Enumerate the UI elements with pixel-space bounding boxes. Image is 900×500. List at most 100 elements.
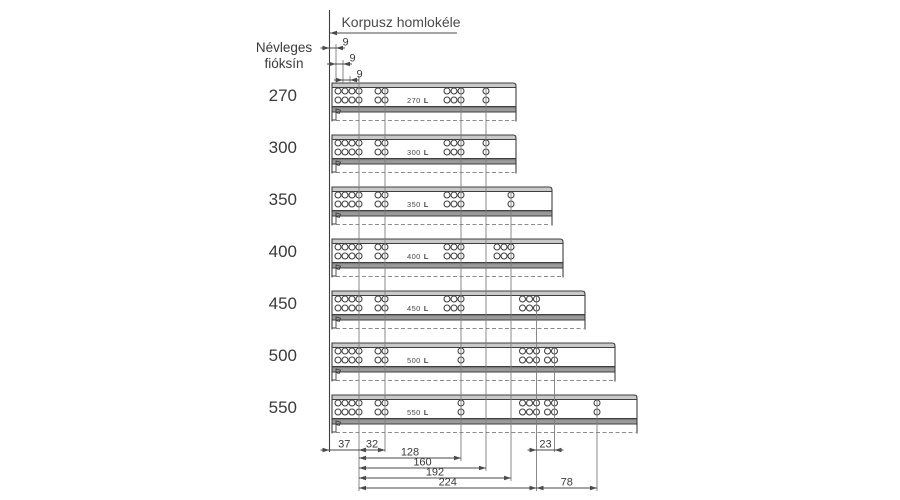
- mounting-hole: [543, 408, 552, 416]
- dimension-arrowhead: [529, 447, 537, 453]
- slide-row-450: 450 L 450: [269, 290, 586, 330]
- size-label-400: 400: [269, 242, 297, 261]
- mounting-hole: [374, 408, 382, 416]
- nominal-slide-label-line2: fióksín: [264, 56, 303, 71]
- mounting-hole: [334, 200, 342, 208]
- slide-row-350: 350 L 350: [269, 186, 553, 226]
- slide-outline: [331, 238, 564, 278]
- mounting-hole: [443, 252, 451, 260]
- mounting-hole: [518, 295, 527, 303]
- slide-row-300: 300 L 300: [269, 134, 517, 174]
- mounting-hole: [443, 139, 451, 147]
- mounting-hole: [341, 87, 349, 95]
- mounting-hole: [348, 252, 356, 260]
- slide-top-rail-band: [332, 343, 615, 348]
- mounting-hole: [543, 399, 552, 407]
- mounting-hole: [341, 148, 349, 156]
- mounting-hole: [341, 200, 349, 208]
- mounting-hole: [341, 139, 349, 147]
- slide-mark-text: 400 L: [407, 252, 429, 261]
- size-label-450: 450: [269, 294, 297, 313]
- dimension-9-343: 9: [334, 69, 363, 83]
- mounting-hole: [341, 408, 349, 416]
- mounting-hole: [348, 347, 356, 355]
- dimension-arrowhead: [329, 61, 336, 67]
- mounting-hole: [334, 243, 342, 251]
- mounting-hole: [348, 243, 356, 251]
- dimension-value: 23: [539, 439, 551, 451]
- mounting-hole: [334, 408, 342, 416]
- mounting-hole: [341, 96, 349, 104]
- release-lever-glyph: [332, 368, 342, 381]
- nominal-slide-label-line1: Névleges: [256, 40, 313, 55]
- mounting-hole: [348, 191, 356, 199]
- dimension-arrowhead: [322, 45, 330, 51]
- mounting-hole: [450, 87, 458, 95]
- dimension-arrowhead: [454, 455, 461, 461]
- size-label-350: 350: [269, 190, 297, 209]
- mounting-hole: [348, 139, 356, 147]
- mounting-hole: [348, 304, 356, 312]
- dimension-arrowhead: [343, 61, 350, 67]
- release-lever-glyph: [332, 212, 342, 225]
- dimension-32-359: 32: [359, 439, 385, 453]
- mounting-hole: [348, 408, 356, 416]
- mounting-hole: [341, 399, 349, 407]
- mounting-hole: [450, 200, 458, 208]
- size-label-300: 300: [269, 138, 297, 157]
- dimension-9-336: 9: [327, 53, 356, 67]
- dimension-arrowhead: [322, 447, 330, 453]
- slide-mark-text: 350 L: [407, 200, 429, 209]
- mounting-hole: [525, 408, 534, 416]
- mounting-hole: [374, 295, 382, 303]
- mounting-hole: [341, 243, 349, 251]
- mounting-hole: [374, 304, 382, 312]
- slide-mark-text: 500 L: [407, 356, 429, 365]
- slide-bottom-rail-band: [332, 262, 563, 268]
- dimension-arrowhead: [336, 45, 343, 51]
- mounting-hole: [374, 347, 382, 355]
- mounting-hole: [374, 148, 382, 156]
- slide-bottom-rail-band: [332, 314, 585, 320]
- mounting-hole: [443, 243, 451, 251]
- dimension-value: 9: [343, 37, 349, 49]
- slide-row-400: 400 L 400: [269, 238, 564, 278]
- dimension-arrowhead: [529, 485, 537, 491]
- slide-outline: [331, 394, 638, 434]
- mounting-hole: [525, 399, 534, 407]
- mounting-hole: [493, 243, 501, 251]
- slide-mark-text: 450 L: [407, 304, 429, 313]
- mounting-hole: [443, 148, 451, 156]
- mounting-hole: [374, 243, 382, 251]
- dimension-arrowhead: [554, 447, 562, 453]
- slide-row-550: 550 L 550: [269, 394, 638, 434]
- mounting-hole: [334, 96, 342, 104]
- slide-mark-text: 270 L: [407, 96, 429, 105]
- dimension-value: 32: [366, 439, 378, 451]
- slide-outline: [331, 342, 616, 382]
- slide-bottom-rail-band: [332, 210, 552, 216]
- dimension-arrowhead: [590, 485, 597, 491]
- dimension-value: 78: [561, 477, 573, 489]
- mounting-hole: [341, 304, 349, 312]
- mounting-hole: [341, 295, 349, 303]
- slide-top-rail-band: [332, 83, 516, 88]
- slide-row-500: 500 L 500: [269, 342, 616, 382]
- slide-top-rail-band: [332, 395, 637, 400]
- dimension-value: 224: [439, 477, 457, 489]
- dimension-arrowhead: [479, 465, 486, 471]
- slide-bottom-rail-band: [332, 106, 516, 112]
- mounting-hole: [443, 304, 451, 312]
- mounting-hole: [543, 347, 552, 355]
- dimension-arrowhead: [359, 485, 366, 491]
- dimension-arrowhead: [378, 447, 385, 453]
- mounting-hole: [374, 252, 382, 260]
- slide-top-rail-band: [332, 135, 516, 140]
- release-lever-glyph: [332, 316, 342, 329]
- mounting-hole: [450, 191, 458, 199]
- slide-top-rail-band: [332, 239, 563, 244]
- mounting-hole: [334, 191, 342, 199]
- dimension-arrowhead: [359, 465, 366, 471]
- dimension-value: 160: [413, 457, 431, 469]
